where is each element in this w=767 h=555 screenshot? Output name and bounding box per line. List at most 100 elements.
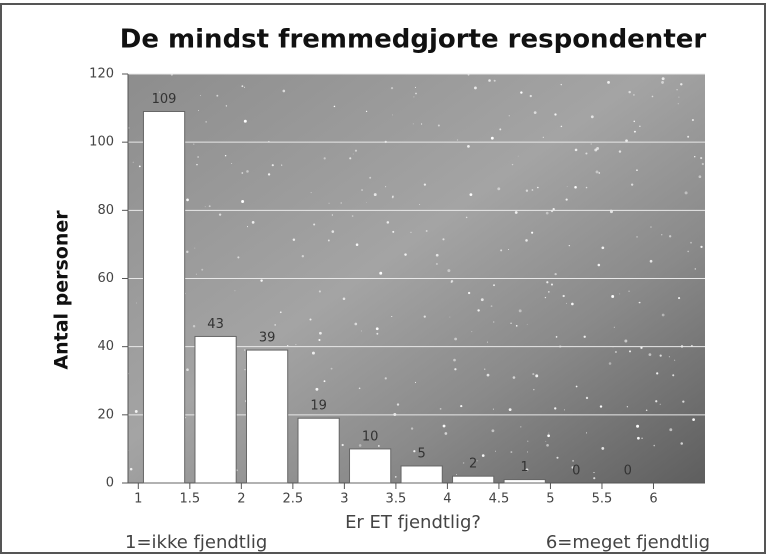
star xyxy=(354,149,358,152)
star xyxy=(420,123,423,125)
star xyxy=(310,192,312,194)
star xyxy=(500,249,503,252)
bar xyxy=(142,110,186,484)
star xyxy=(565,198,568,201)
star xyxy=(676,89,678,91)
star xyxy=(394,475,397,478)
data-label: 43 xyxy=(207,317,224,332)
star xyxy=(625,139,628,142)
star xyxy=(454,337,457,341)
star xyxy=(533,388,535,391)
star xyxy=(246,226,249,228)
star xyxy=(323,380,326,383)
star xyxy=(331,214,334,216)
data-label: 5 xyxy=(418,446,426,461)
star xyxy=(449,316,451,318)
star xyxy=(246,170,249,173)
bar xyxy=(452,475,495,484)
star xyxy=(375,327,379,331)
star xyxy=(413,450,416,453)
bar xyxy=(400,465,443,484)
annotation: 1=ikke fjendtlig xyxy=(125,532,267,553)
star xyxy=(333,105,336,108)
star xyxy=(508,249,510,251)
y-tick-label: 120 xyxy=(89,67,114,82)
star xyxy=(525,189,529,192)
star xyxy=(159,91,161,93)
star xyxy=(517,155,519,157)
star xyxy=(698,175,702,179)
star xyxy=(462,462,465,464)
star xyxy=(241,172,244,174)
star xyxy=(687,250,689,253)
star xyxy=(474,86,477,90)
star xyxy=(225,105,228,107)
bar xyxy=(297,417,340,484)
star xyxy=(527,451,528,453)
star xyxy=(129,467,133,471)
star xyxy=(575,385,578,388)
star xyxy=(669,428,673,432)
data-label: 39 xyxy=(259,331,276,346)
star xyxy=(700,245,703,248)
star xyxy=(598,172,601,174)
star xyxy=(633,120,635,123)
star xyxy=(701,162,704,166)
star xyxy=(499,128,502,131)
star xyxy=(193,143,195,145)
star xyxy=(488,79,491,82)
y-tick-label: 60 xyxy=(97,271,114,286)
y-tick-label: 80 xyxy=(97,203,114,218)
star xyxy=(216,94,219,97)
star xyxy=(318,338,321,342)
star xyxy=(454,368,457,371)
star xyxy=(566,186,568,188)
star xyxy=(554,272,557,276)
data-label: 19 xyxy=(310,399,327,414)
star xyxy=(677,103,679,105)
star xyxy=(493,284,495,287)
star xyxy=(186,250,189,254)
x-tick-label: 3.5 xyxy=(386,492,407,507)
star xyxy=(351,215,354,217)
star xyxy=(352,153,354,155)
star xyxy=(384,377,387,380)
star xyxy=(349,157,352,160)
star xyxy=(512,376,516,379)
star xyxy=(439,408,442,410)
x-tick-label: 2 xyxy=(237,492,245,507)
star xyxy=(593,471,595,474)
star xyxy=(208,205,211,208)
star xyxy=(633,130,636,133)
data-label: 109 xyxy=(152,92,177,107)
star xyxy=(491,429,495,433)
star xyxy=(636,236,638,238)
star xyxy=(574,148,578,152)
x-tick-label: 5 xyxy=(546,492,554,507)
star xyxy=(315,387,319,391)
star xyxy=(244,349,246,351)
star xyxy=(391,114,393,116)
data-label: 1 xyxy=(521,460,529,475)
star xyxy=(423,315,426,318)
star xyxy=(630,183,634,186)
star xyxy=(282,89,286,93)
star xyxy=(692,418,695,422)
star xyxy=(391,196,394,199)
star xyxy=(328,202,330,204)
star xyxy=(456,139,459,141)
star xyxy=(655,400,658,403)
star xyxy=(497,187,501,191)
stars xyxy=(127,73,704,480)
star xyxy=(626,406,628,408)
star xyxy=(467,145,470,148)
star xyxy=(633,94,635,96)
star xyxy=(486,341,488,343)
star xyxy=(243,119,247,123)
star xyxy=(653,444,656,447)
star xyxy=(312,351,315,355)
star xyxy=(545,211,549,215)
star xyxy=(672,374,675,377)
